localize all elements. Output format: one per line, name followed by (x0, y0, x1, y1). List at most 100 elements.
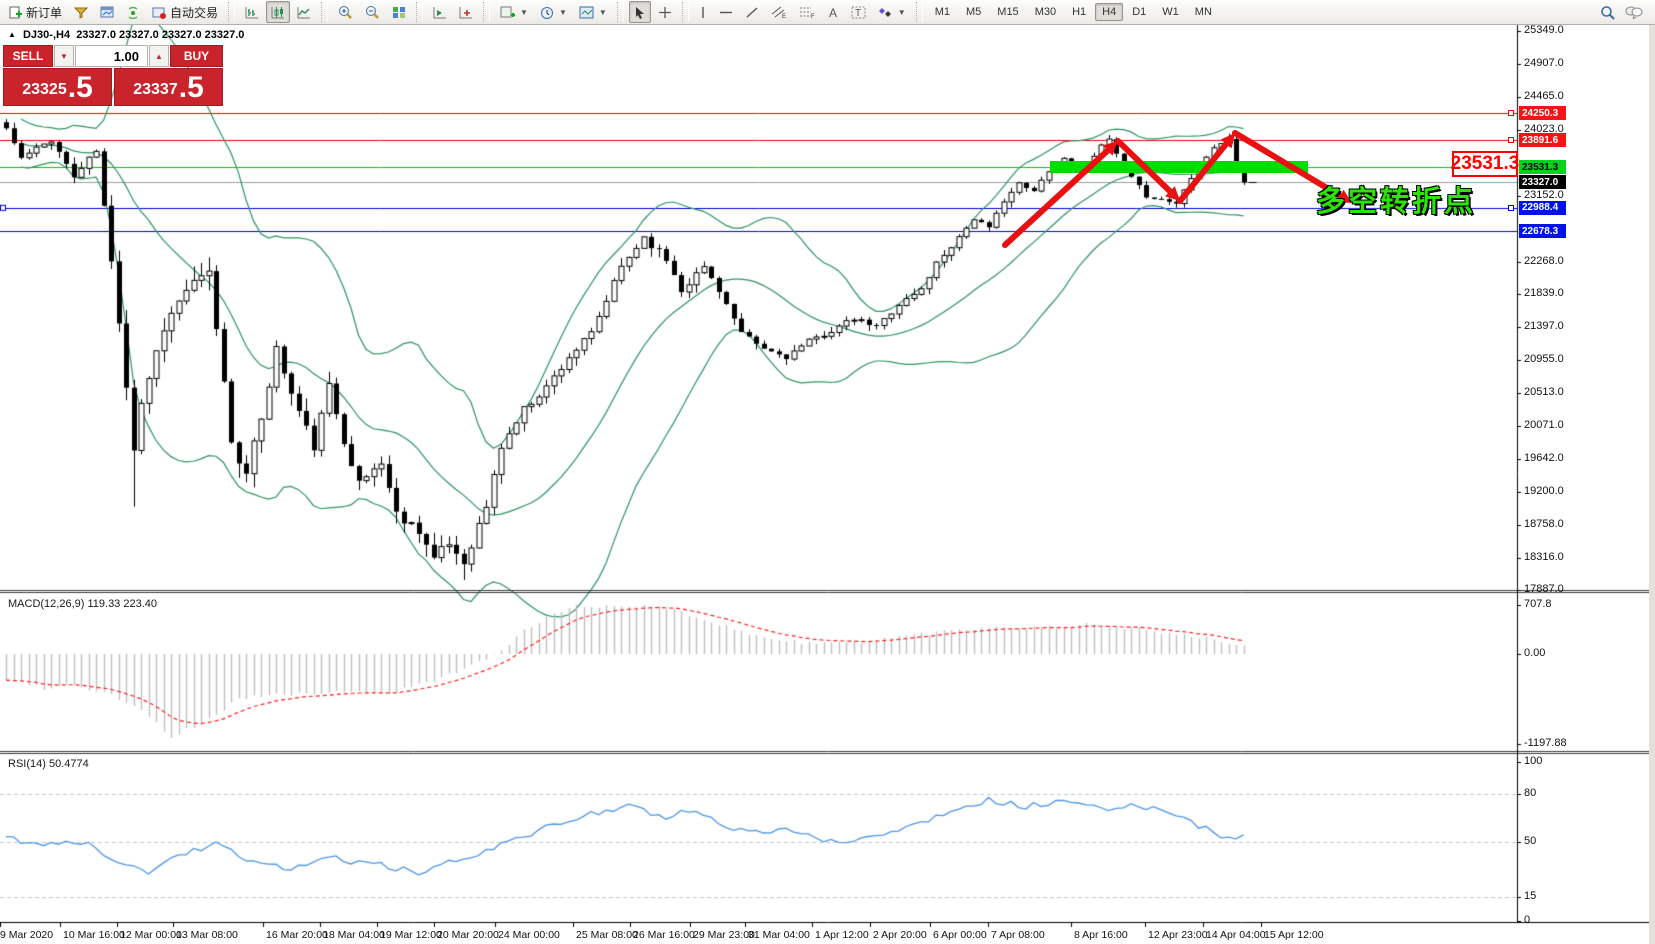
volume-input[interactable]: 1.00 (75, 45, 148, 67)
toolbar: 新订单 自动交易 ▼ ▼ ▼ (0, 0, 1655, 25)
price-tag-24250.3: 24250.3 (1519, 106, 1566, 121)
time-axis-label: 31 Mar 04:00 (748, 929, 810, 941)
toolbar-separator (616, 2, 624, 22)
fibonacci-tool-icon[interactable]: F (794, 1, 820, 23)
time-axis-label: 14 Apr 04:00 (1206, 929, 1266, 941)
timeframe-M5[interactable]: M5 (966, 6, 982, 18)
one-click-trade-panel: SELL ▼ 1.00 ▲ BUY 23325 .5 23337 .5 (3, 45, 223, 106)
price-tag-22678.3: 22678.3 (1519, 224, 1566, 239)
auto-trading-button[interactable]: 自动交易 (147, 1, 223, 23)
zoom-out-icon[interactable] (360, 1, 385, 23)
time-axis-label: 12 Mar 00:00 (120, 929, 182, 941)
toolbar-separator (416, 2, 424, 22)
time-axis-label: 6 Apr 00:00 (933, 929, 987, 941)
buy-price[interactable]: 23337 .5 (114, 68, 223, 106)
auto-scroll-icon[interactable] (454, 1, 478, 23)
zoom-in-icon[interactable] (333, 1, 358, 23)
sell-button[interactable]: SELL (3, 45, 53, 67)
chart-shift-icon[interactable] (428, 1, 452, 23)
price-axis-label: 25349.0 (1524, 24, 1564, 36)
rsi-axis-label: 100 (1524, 755, 1543, 767)
chart-title: ▲ DJ30-,H4 23327.0 23327.0 23327.0 23327… (8, 29, 244, 41)
timeframe-W1[interactable]: W1 (1162, 6, 1179, 18)
price-axis-label: 24465.0 (1524, 90, 1564, 103)
price-axis-label: 20955.0 (1524, 353, 1564, 366)
toolbar-separator (483, 2, 491, 22)
search-icon[interactable] (1600, 5, 1615, 20)
template-button[interactable]: ▼ (574, 1, 612, 23)
toolbar-right (1600, 5, 1651, 20)
chart-window-icon[interactable] (95, 1, 119, 23)
timeframe-M15[interactable]: M15 (997, 6, 1019, 18)
bar-chart-type-icon[interactable] (240, 1, 264, 23)
signal-icon[interactable] (121, 1, 145, 23)
chinese-annotation[interactable]: 多空转折点 (1316, 186, 1477, 218)
new-order-label: 新订单 (26, 5, 63, 20)
price-axis-label: 21839.0 (1524, 286, 1564, 299)
add-indicator-button[interactable]: ▼ (495, 1, 533, 23)
time-axis-label: 12 Apr 23:00 (1148, 929, 1208, 941)
buy-button[interactable]: BUY (170, 45, 223, 67)
line-chart-type-icon[interactable] (292, 1, 316, 23)
time-axis-label: 20 Mar 20:00 (437, 929, 499, 941)
buy-price-main: 23337 (133, 81, 178, 98)
price-axis-label: 18316.0 (1524, 550, 1564, 563)
toolbar-separator (681, 2, 689, 22)
timeframe-M1[interactable]: M1 (934, 6, 950, 18)
text-label-tool-icon[interactable]: T (846, 1, 871, 23)
timeframe-D1[interactable]: D1 (1132, 6, 1147, 18)
price-axis-label: 18758.0 (1524, 517, 1564, 530)
collapse-triangle-icon[interactable]: ▲ (8, 30, 16, 39)
rsi-axis-label: 80 (1524, 786, 1537, 799)
toolbar-separator (915, 2, 923, 22)
svg-text:A: A (829, 6, 837, 19)
price-tag-23327: 23327.0 (1519, 175, 1566, 190)
channel-tool-icon[interactable]: E (766, 1, 792, 23)
toolbar-separator (228, 2, 236, 22)
cursor-tool-icon[interactable] (628, 1, 651, 23)
price-axis-label: 24907.0 (1524, 57, 1564, 70)
tile-windows-icon[interactable] (387, 1, 411, 23)
macd-label: MACD(12,26,9) 119.33 223.40 (8, 598, 157, 610)
chat-icon[interactable] (1625, 5, 1643, 19)
crosshair-tool-icon[interactable] (653, 1, 677, 23)
rsi-label: RSI(14) 50.4774 (8, 758, 89, 770)
vertical-line-tool-icon[interactable] (694, 1, 712, 23)
market-watch-icon[interactable] (69, 1, 93, 23)
arrows-tool-button[interactable]: ▼ (873, 1, 911, 23)
dropdown-caret-icon: ▼ (520, 7, 528, 17)
time-axis-label: 29 Mar 23:00 (693, 929, 755, 941)
rsi-axis-label: 0 (1524, 914, 1531, 926)
sell-price[interactable]: 23325 .5 (3, 68, 112, 106)
sell-price-fraction: .5 (67, 71, 93, 104)
scrollbar-strip[interactable] (1649, 25, 1655, 944)
timeframe-MN[interactable]: MN (1194, 6, 1212, 18)
horizontal-line-tool-icon[interactable] (714, 1, 738, 23)
new-order-button[interactable]: 新订单 (4, 1, 67, 23)
macd-axis-label: 0.00 (1524, 647, 1546, 659)
text-tool-icon[interactable]: A (822, 1, 844, 23)
price-axis-label: 21397.0 (1524, 320, 1564, 333)
volume-down-button[interactable]: ▼ (54, 45, 74, 67)
candlestick-type-icon[interactable] (266, 1, 291, 23)
time-axis-label: 8 Apr 16:00 (1074, 929, 1128, 941)
time-axis-label: 18 Mar 04:00 (323, 929, 385, 941)
buy-price-fraction: .5 (178, 71, 204, 104)
dropdown-caret-icon: ▼ (897, 7, 906, 17)
volume-up-button[interactable]: ▲ (149, 45, 169, 67)
timeframe-H4[interactable]: H4 (1095, 3, 1124, 21)
timeframe-H1[interactable]: H1 (1072, 6, 1087, 18)
price-axis-label: 19200.0 (1524, 484, 1564, 497)
trendline-tool-icon[interactable] (740, 1, 764, 23)
ohlc-values: 23327.0 23327.0 23327.0 23327.0 (76, 29, 245, 41)
time-axis-label: 1 Apr 12:00 (815, 929, 869, 941)
time-axis-label: 10 Mar 16:00 (63, 929, 125, 941)
price-callout-label[interactable]: 23531.3 (1451, 151, 1519, 177)
rsi-axis-label: 50 (1524, 834, 1537, 847)
timeframe-M30[interactable]: M30 (1034, 6, 1057, 18)
period-selector-button[interactable]: ▼ (535, 1, 572, 23)
price-axis-label: 17887.0 (1524, 583, 1564, 595)
time-axis-label: 9 Mar 2020 (0, 929, 54, 941)
